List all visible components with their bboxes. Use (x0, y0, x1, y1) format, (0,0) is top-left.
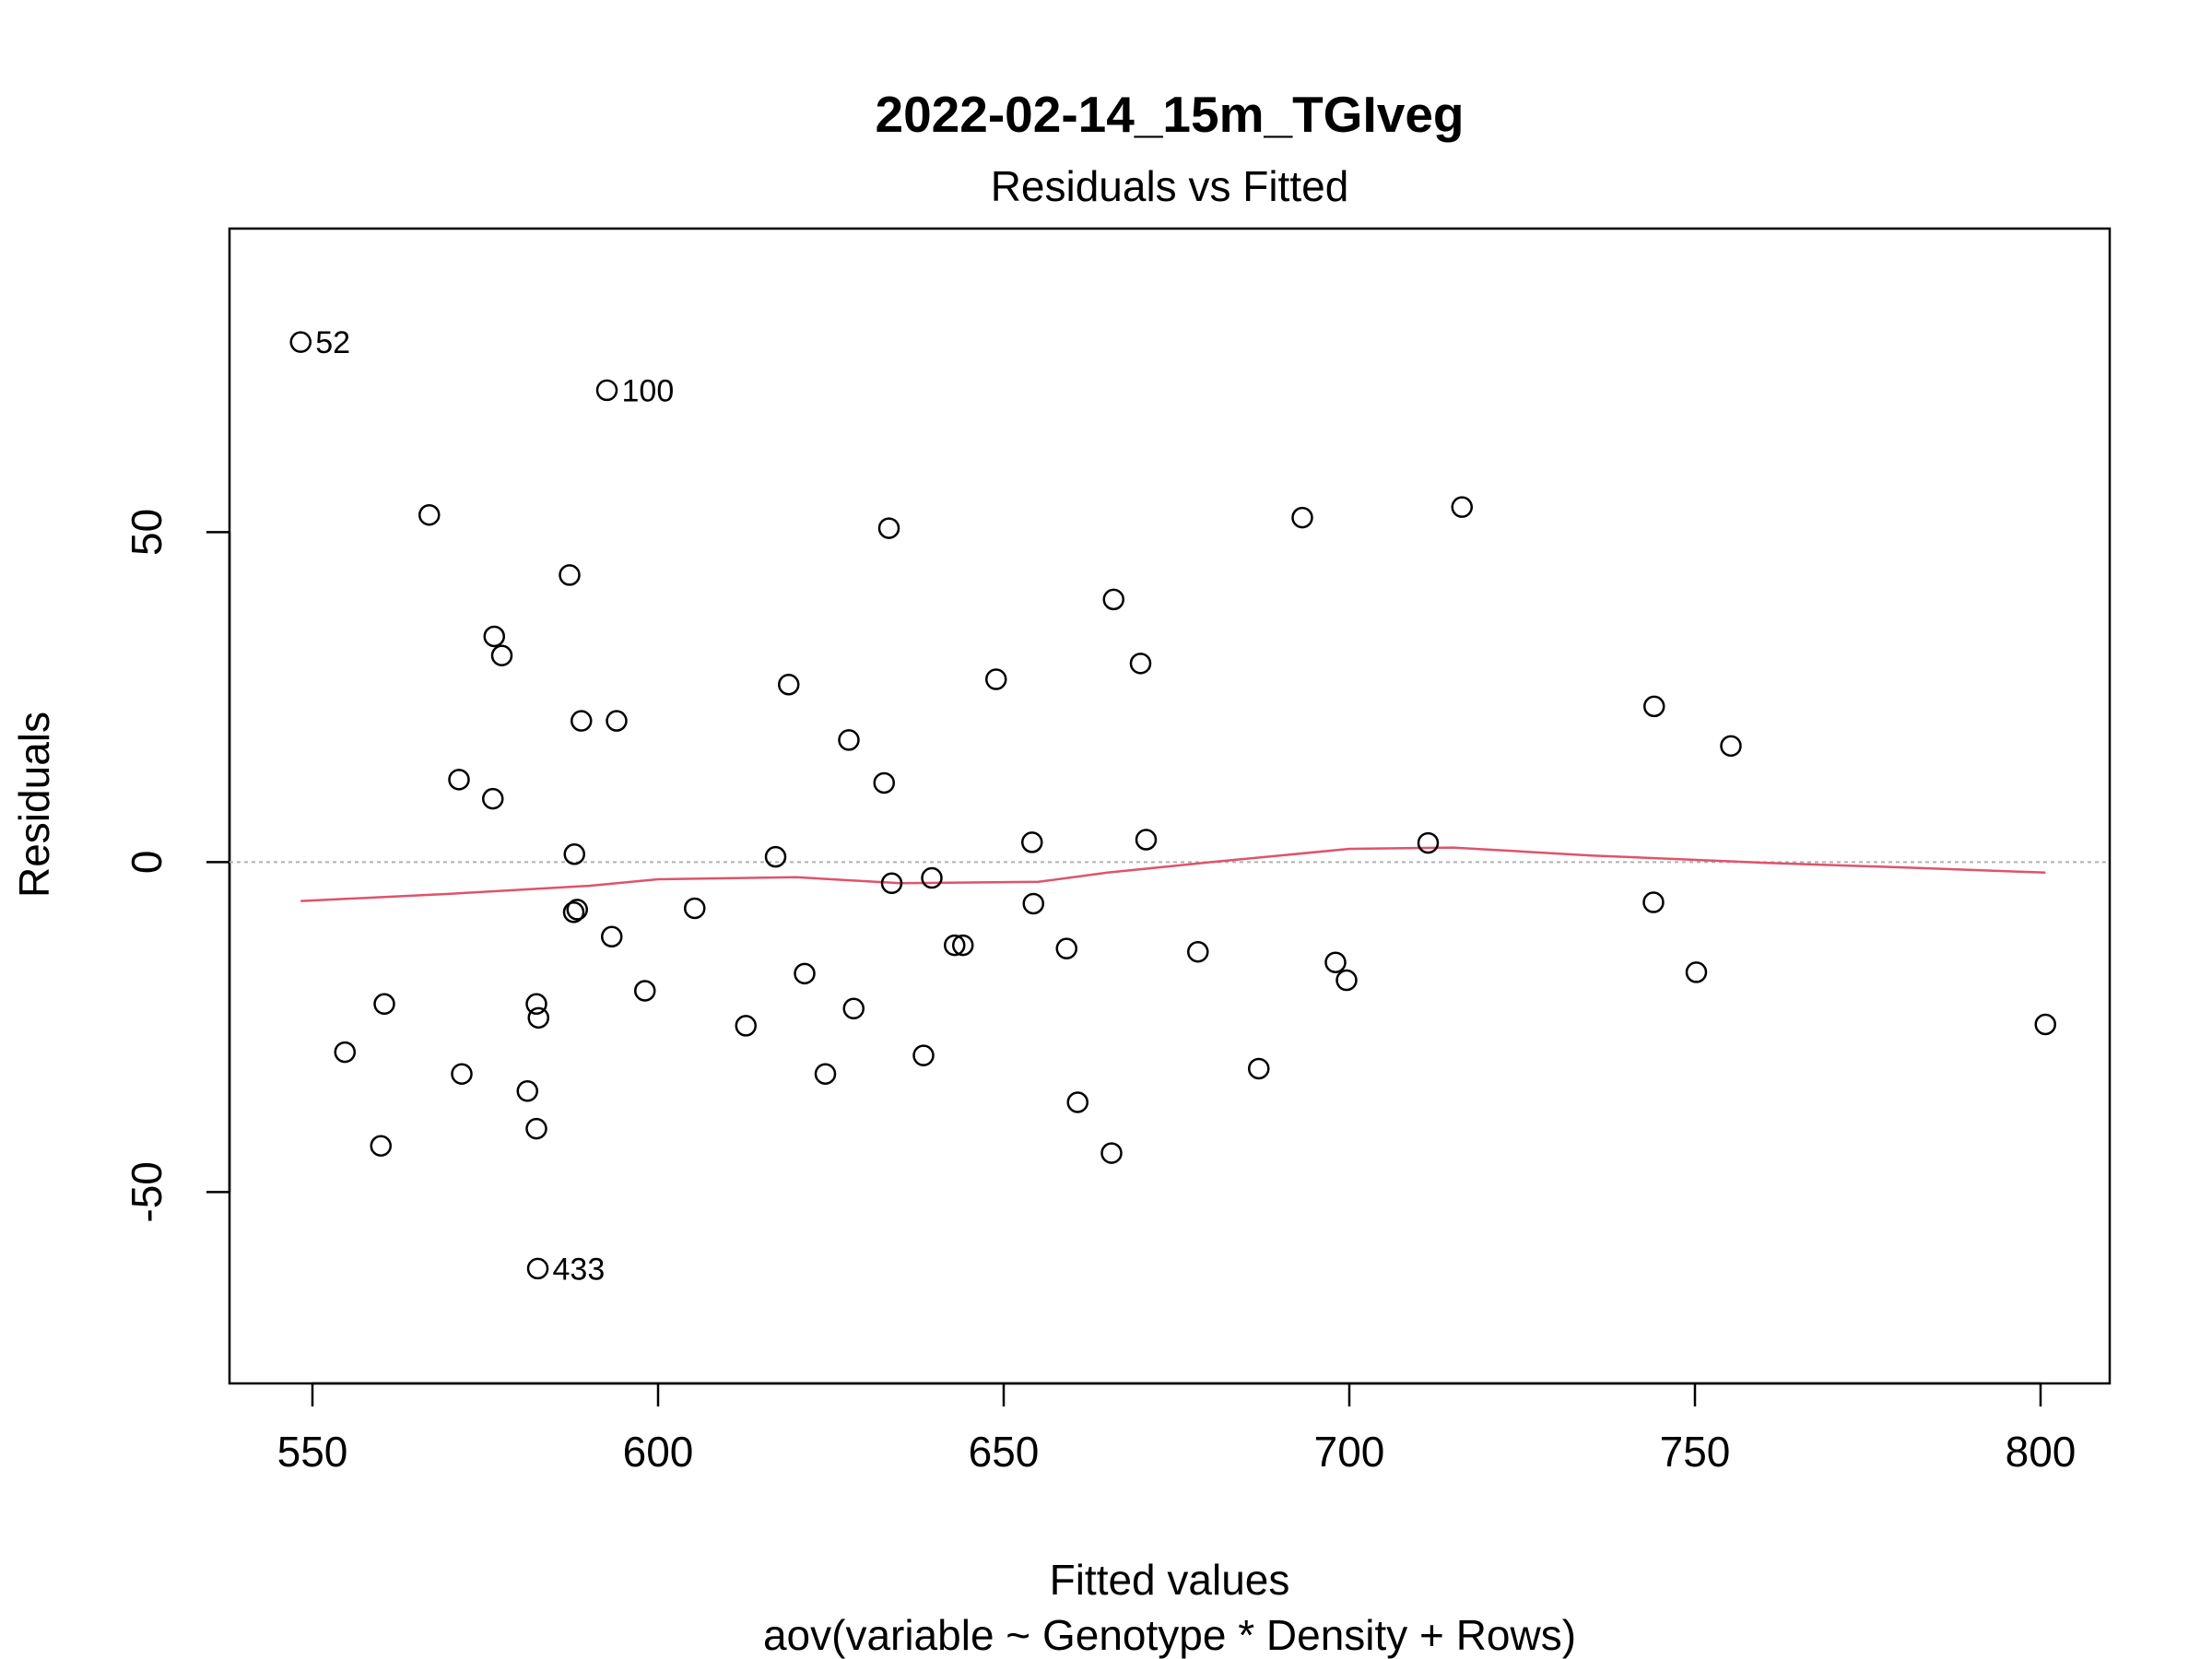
data-point (1291, 506, 1313, 529)
data-point (289, 331, 312, 353)
data-point (562, 901, 585, 924)
data-point (370, 1135, 392, 1157)
y-tick-label: 0 (123, 851, 171, 875)
plot-area: 52 100 433 (229, 325, 2110, 1287)
data-point (525, 993, 547, 1016)
data-point (2034, 1013, 2056, 1036)
data-point (634, 980, 656, 1002)
outlier-label: 52 (315, 325, 350, 360)
data-point (1102, 588, 1124, 611)
data-point (373, 993, 395, 1016)
model-formula-label: aov(variable ~ Genotype * Density + Rows… (763, 1611, 1576, 1659)
data-point (482, 787, 504, 810)
data-point (334, 1041, 356, 1064)
chart-subtitle: Residuals vs Fitted (991, 162, 1349, 210)
data-point (1100, 1142, 1123, 1164)
data-point (921, 866, 943, 889)
x-tick-label: 550 (277, 1428, 348, 1476)
data-point (606, 710, 628, 732)
data-point (525, 1117, 547, 1140)
chart-title: 2022-02-14_15m_TGIveg (875, 86, 1464, 143)
x-tick-label: 600 (623, 1428, 694, 1476)
y-tick-label: -50 (123, 1161, 171, 1222)
data-point (1643, 695, 1665, 718)
data-point (516, 1080, 538, 1102)
data-point (1335, 969, 1358, 992)
data-point (880, 872, 903, 895)
outlier-label: 433 (553, 1252, 606, 1287)
data-point (1055, 937, 1077, 959)
x-tick-label: 750 (1660, 1428, 1731, 1476)
data-point (571, 710, 593, 732)
data-point (559, 564, 581, 586)
data-point (912, 1044, 935, 1066)
data-point (794, 962, 816, 985)
data-point (448, 769, 470, 791)
data-point (1129, 653, 1152, 675)
data-point (490, 644, 513, 667)
data-point (838, 729, 860, 751)
data-point (1324, 951, 1347, 973)
data-point (1135, 829, 1158, 851)
data-point (595, 379, 618, 402)
data-point (873, 771, 895, 794)
data-point (418, 503, 441, 526)
data-point (1187, 940, 1209, 963)
x-tick-label: 650 (969, 1428, 1040, 1476)
data-point (684, 897, 706, 920)
y-axis: -50 0 50 (123, 509, 231, 1223)
plot-frame (228, 227, 2112, 1385)
data-point (1685, 961, 1708, 983)
x-axis-label: Fitted values (1050, 1556, 1290, 1604)
outlier-label: 100 (622, 373, 675, 408)
data-point (764, 845, 787, 868)
y-tick-label: 50 (123, 509, 171, 556)
x-tick-label: 800 (2006, 1428, 2077, 1476)
data-point (601, 925, 623, 948)
x-axis: 550 600 650 700 750 800 (277, 1382, 2077, 1476)
data-point (778, 674, 800, 696)
data-point (563, 843, 585, 865)
data-point (451, 1063, 473, 1085)
data-point (944, 934, 966, 957)
data-point (877, 517, 900, 539)
data-point (1451, 496, 1473, 518)
data-point (1642, 891, 1665, 913)
data-point (566, 899, 588, 921)
data-point (814, 1063, 837, 1085)
data-point (1417, 831, 1440, 854)
data-point (735, 1015, 757, 1037)
data-point (483, 625, 505, 648)
data-point (1720, 735, 1742, 758)
y-axis-label: Residuals (10, 712, 58, 898)
smoother-line (300, 846, 2046, 902)
data-point (526, 1257, 549, 1280)
data-point (527, 1006, 549, 1030)
data-point (952, 934, 974, 957)
data-point (842, 997, 865, 1020)
x-tick-label: 700 (1314, 1428, 1385, 1476)
data-point (1248, 1057, 1270, 1080)
data-point (1066, 1091, 1088, 1113)
data-point (1021, 831, 1043, 853)
data-point (1022, 892, 1044, 915)
data-point (985, 668, 1007, 690)
